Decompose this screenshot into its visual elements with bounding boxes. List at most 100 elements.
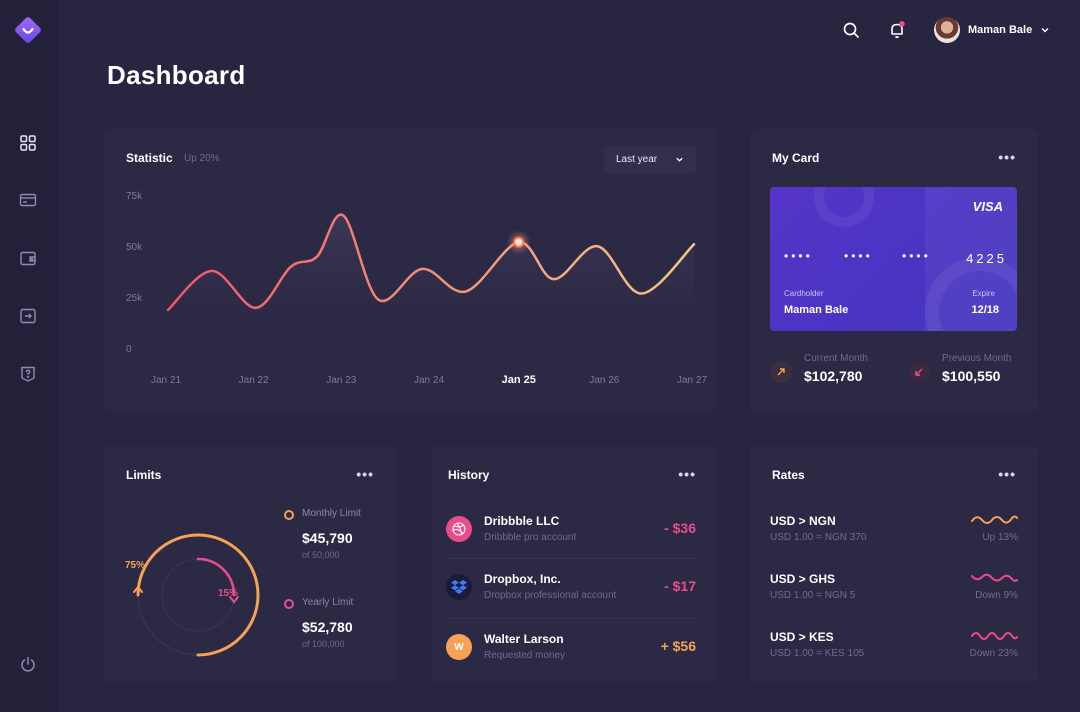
limits-ring-chart bbox=[133, 533, 260, 657]
rate-change: Down 9% bbox=[975, 590, 1018, 601]
history-card: History ••• Dribbble LLC Dribbble pro ac… bbox=[432, 446, 716, 682]
rate-pair: USD > GHS bbox=[770, 572, 836, 586]
sidebar-item-help[interactable] bbox=[18, 364, 38, 384]
logout-button[interactable] bbox=[18, 654, 38, 674]
my-card-title: My Card bbox=[772, 151, 820, 165]
history-sub: Requested money bbox=[484, 650, 566, 661]
card-masked-group: •••• bbox=[844, 249, 873, 263]
sidebar-item-cards[interactable] bbox=[18, 190, 38, 210]
rate-value: USD 1.00 = NGN 5 bbox=[770, 590, 856, 601]
monthly-limit-label: Monthly Limit bbox=[302, 508, 361, 519]
yearly-limit-value: $52,780 bbox=[302, 619, 353, 635]
expire-label: Expire bbox=[972, 289, 995, 298]
credit-card[interactable]: VISA •••• •••• •••• 4225 Cardholder Mama… bbox=[770, 187, 1017, 331]
rate-item[interactable]: USD > NGN USD 1.00 = NGN 370 Up 13% bbox=[770, 510, 1018, 550]
current-month-value: $102,780 bbox=[804, 368, 863, 384]
y-tick-label: 25k bbox=[126, 293, 143, 304]
x-tick-label: Jan 27 bbox=[677, 375, 708, 386]
divider bbox=[446, 558, 696, 559]
monthly-limit-value: $45,790 bbox=[302, 530, 353, 546]
history-item[interactable]: W Walter Larson Requested money + $56 bbox=[446, 628, 696, 668]
card-brand: VISA bbox=[972, 199, 1003, 214]
y-tick-label: 0 bbox=[126, 344, 132, 355]
arrow-up-right-icon bbox=[770, 361, 792, 383]
search-icon[interactable] bbox=[841, 20, 861, 40]
x-tick-label: Jan 25 bbox=[501, 374, 536, 386]
wallet-icon bbox=[20, 251, 36, 266]
dropbox-icon bbox=[446, 574, 472, 600]
my-card-panel: My Card ••• VISA •••• •••• •••• 4225 Car… bbox=[750, 129, 1038, 411]
sidebar-item-dashboard[interactable] bbox=[18, 133, 38, 153]
highlight-glow bbox=[506, 230, 531, 255]
history-amount: - $17 bbox=[664, 578, 696, 594]
history-name: Walter Larson bbox=[484, 632, 564, 646]
rates-more-button[interactable]: ••• bbox=[998, 466, 1016, 482]
statistic-title: Statistic bbox=[126, 151, 173, 165]
limits-card: Limits ••• 75% 15% Monthly Limit $45,790… bbox=[104, 446, 396, 682]
previous-month-value: $100,550 bbox=[942, 368, 1001, 384]
period-value: Last year bbox=[616, 153, 658, 165]
rate-item[interactable]: USD > GHS USD 1.00 = NGN 5 Down 9% bbox=[770, 568, 1018, 608]
pink-dot-icon bbox=[284, 599, 294, 609]
cardholder-name: Maman Bale bbox=[784, 304, 849, 316]
sidebar-item-transfer[interactable] bbox=[18, 306, 38, 326]
arrow-up-icon bbox=[133, 585, 143, 593]
history-amount: - $36 bbox=[664, 520, 696, 536]
chevron-down-icon bbox=[676, 157, 683, 162]
rate-pair: USD > KES bbox=[770, 630, 834, 644]
history-amount: + $56 bbox=[660, 638, 696, 654]
chart-series-line bbox=[166, 213, 696, 312]
rate-item[interactable]: USD > KES USD 1.00 = KES 105 Down 23% bbox=[770, 626, 1018, 666]
orange-dot-icon bbox=[284, 510, 294, 520]
divider bbox=[446, 618, 696, 619]
wave-down-icon bbox=[971, 632, 1018, 640]
y-tick-label: 75k bbox=[126, 191, 143, 202]
arrow-down-left-icon bbox=[908, 361, 930, 383]
chevron-down-icon bbox=[1041, 27, 1049, 33]
yearly-limit-total: of 100,000 bbox=[302, 639, 345, 649]
limits-title: Limits bbox=[126, 468, 162, 482]
inner-percent: 15% bbox=[218, 588, 239, 599]
current-month-label: Current Month bbox=[804, 353, 868, 364]
yearly-limit-arc bbox=[196, 557, 236, 597]
sidebar-item-wallet[interactable] bbox=[18, 248, 38, 268]
yearly-limit-label: Yearly Limit bbox=[302, 597, 354, 608]
wave-down-icon bbox=[971, 573, 1018, 582]
power-icon bbox=[21, 656, 35, 672]
statistic-change: Up 20% bbox=[184, 153, 220, 164]
history-title: History bbox=[448, 468, 490, 482]
sidebar bbox=[0, 0, 58, 712]
history-more-button[interactable]: ••• bbox=[678, 466, 696, 482]
dribbble-icon bbox=[446, 516, 472, 542]
outer-percent: 75% bbox=[125, 560, 146, 571]
contact-initial-icon: W bbox=[446, 634, 472, 660]
bell-icon[interactable] bbox=[887, 20, 907, 40]
limits-more-button[interactable]: ••• bbox=[356, 466, 374, 482]
logo-icon[interactable] bbox=[14, 16, 42, 44]
my-card-more-button[interactable]: ••• bbox=[998, 149, 1016, 165]
user-menu[interactable]: Maman Bale bbox=[934, 16, 1050, 44]
x-tick-label: Jan 22 bbox=[238, 375, 269, 386]
rate-change: Down 23% bbox=[969, 648, 1018, 659]
rate-value: USD 1.00 = KES 105 bbox=[770, 648, 865, 659]
history-name: Dropbox, Inc. bbox=[484, 572, 561, 586]
expire-value: 12/18 bbox=[971, 304, 999, 316]
monthly-limit-arc bbox=[136, 533, 260, 657]
rates-title: Rates bbox=[772, 468, 805, 482]
help-icon bbox=[21, 366, 35, 382]
credit-card-icon bbox=[19, 193, 37, 207]
period-dropdown[interactable]: Last year bbox=[604, 145, 696, 173]
page-title: Dashboard bbox=[107, 60, 246, 90]
chart-area-fill bbox=[168, 214, 694, 351]
transfer-icon bbox=[20, 308, 36, 324]
history-item[interactable]: Dropbox, Inc. Dropbox professional accou… bbox=[446, 568, 696, 608]
cardholder-label: Cardholder bbox=[784, 289, 824, 298]
history-item[interactable]: Dribbble LLC Dribbble pro account - $36 bbox=[446, 510, 696, 550]
highlight-point[interactable] bbox=[513, 236, 525, 248]
avatar bbox=[934, 17, 960, 43]
rate-value: USD 1.00 = NGN 370 bbox=[770, 532, 867, 543]
monthly-limit-total: of 50,000 bbox=[302, 550, 340, 560]
rates-card: Rates ••• USD > NGN USD 1.00 = NGN 370 U… bbox=[750, 446, 1038, 682]
x-tick-label: Jan 24 bbox=[414, 375, 445, 386]
card-masked-group: •••• bbox=[902, 249, 931, 263]
